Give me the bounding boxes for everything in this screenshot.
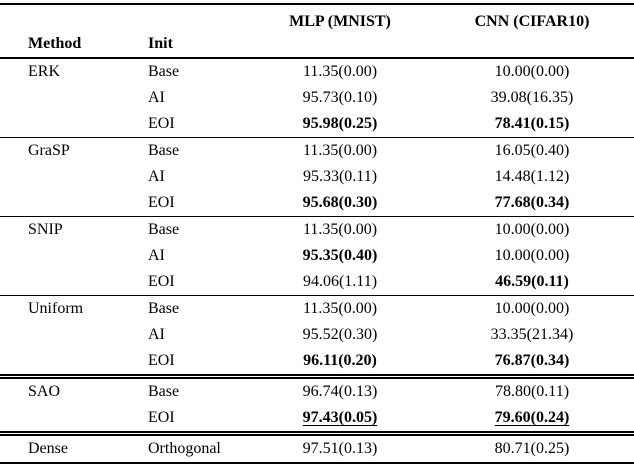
mlp-value: 95.68(0.30)	[302, 194, 378, 211]
table-header: MLP (MNIST) CNN (CIFAR10) Method Init	[0, 4, 634, 58]
group-uniform: Uniform Base 11.35(0.00) 10.00(0.00) AI …	[0, 295, 634, 377]
init-cell: AI	[148, 247, 165, 264]
init-cell: AI	[148, 326, 165, 343]
method-cell	[0, 269, 140, 296]
column-header-method: Method	[28, 35, 82, 52]
method-cell	[0, 111, 140, 138]
init-cell: Base	[148, 142, 180, 159]
cnn-value: 14.48(1.12)	[494, 168, 570, 185]
init-cell: Orthogonal	[148, 440, 221, 457]
cnn-value: 10.00(0.00)	[494, 63, 570, 80]
method-cell	[0, 164, 140, 190]
mlp-value: 11.35(0.00)	[302, 300, 378, 317]
table-row: AI 95.52(0.30) 33.35(21.34)	[0, 322, 634, 348]
cnn-value: 76.87(0.34)	[494, 352, 570, 369]
group-dense: Dense Orthogonal 97.51(0.13) 80.71(0.25)	[0, 433, 634, 464]
method-cell: ERK	[28, 63, 60, 80]
table-row: ERK Base 11.35(0.00) 10.00(0.00)	[0, 58, 634, 85]
group-grasp: GraSP Base 11.35(0.00) 16.05(0.40) AI 95…	[0, 137, 634, 217]
table-row: EOI 94.06(1.11) 46.59(0.11)	[0, 269, 634, 296]
cnn-value: 78.80(0.11)	[494, 383, 570, 400]
init-cell: EOI	[148, 273, 175, 290]
column-header-mlp-mnist: MLP (MNIST)	[289, 13, 391, 30]
init-cell: Base	[148, 300, 180, 317]
table-row: EOI 95.68(0.30) 77.68(0.34)	[0, 190, 634, 217]
init-cell: Base	[148, 63, 180, 80]
header-spacer	[140, 4, 250, 33]
init-cell: AI	[148, 89, 165, 106]
method-cell	[0, 85, 140, 111]
mlp-value: 11.35(0.00)	[302, 221, 378, 238]
table-row: SAO Base 96.74(0.13) 78.80(0.11)	[0, 377, 634, 406]
table-row: GraSP Base 11.35(0.00) 16.05(0.40)	[0, 138, 634, 165]
table-row: Uniform Base 11.35(0.00) 10.00(0.00)	[0, 296, 634, 323]
table-row: EOI 96.11(0.20) 76.87(0.34)	[0, 348, 634, 377]
cnn-value: 39.08(16.35)	[490, 89, 574, 106]
results-table: MLP (MNIST) CNN (CIFAR10) Method Init ER…	[0, 3, 634, 464]
cnn-value: 33.35(21.34)	[490, 326, 574, 343]
column-header-cnn-cifar10: CNN (CIFAR10)	[474, 13, 590, 30]
mlp-value: 97.51(0.13)	[302, 440, 378, 457]
cnn-value: 16.05(0.40)	[494, 142, 570, 159]
header-spacer	[250, 33, 430, 58]
mlp-value: 96.11(0.20)	[303, 352, 377, 369]
init-cell: EOI	[148, 115, 175, 132]
method-cell	[0, 405, 140, 434]
init-cell: EOI	[148, 352, 175, 369]
cnn-value: 80.71(0.25)	[494, 440, 570, 457]
init-cell: EOI	[148, 194, 175, 211]
method-cell: Uniform	[28, 300, 84, 317]
init-cell: AI	[148, 168, 165, 185]
cnn-value: 79.60(0.24)	[494, 409, 570, 426]
table-row: AI 95.35(0.40) 10.00(0.00)	[0, 243, 634, 269]
init-cell: Base	[148, 383, 180, 400]
header-spacer	[0, 4, 140, 33]
column-header-init: Init	[148, 35, 173, 52]
header-spacer	[430, 33, 634, 58]
mlp-value: 96.74(0.13)	[302, 383, 378, 400]
method-cell	[0, 190, 140, 217]
table-row: EOI 95.98(0.25) 78.41(0.15)	[0, 111, 634, 138]
group-snip: SNIP Base 11.35(0.00) 10.00(0.00) AI 95.…	[0, 216, 634, 296]
cnn-value: 10.00(0.00)	[494, 300, 570, 317]
mlp-value: 95.98(0.25)	[302, 115, 378, 132]
init-cell: Base	[148, 221, 180, 238]
cnn-value: 78.41(0.15)	[494, 115, 570, 132]
cnn-value: 10.00(0.00)	[494, 221, 570, 238]
mlp-value: 95.73(0.10)	[302, 89, 378, 106]
group-erk: ERK Base 11.35(0.00) 10.00(0.00) AI 95.7…	[0, 58, 634, 138]
method-cell: SNIP	[28, 221, 63, 238]
mlp-value: 94.06(1.11)	[302, 273, 378, 290]
cnn-value: 77.68(0.34)	[494, 194, 570, 211]
mlp-value: 11.35(0.00)	[302, 63, 378, 80]
group-sao: SAO Base 96.74(0.13) 78.80(0.11) EOI 97.…	[0, 376, 634, 434]
method-cell	[0, 322, 140, 348]
method-cell	[0, 348, 140, 377]
mlp-value: 11.35(0.00)	[302, 142, 378, 159]
table-row: AI 95.73(0.10) 39.08(16.35)	[0, 85, 634, 111]
method-cell	[0, 243, 140, 269]
cnn-value: 46.59(0.11)	[495, 273, 569, 290]
mlp-value: 95.33(0.11)	[302, 168, 378, 185]
table-row: AI 95.33(0.11) 14.48(1.12)	[0, 164, 634, 190]
mlp-value: 95.35(0.40)	[302, 247, 378, 264]
mlp-value: 95.52(0.30)	[302, 326, 378, 343]
method-cell: SAO	[28, 383, 61, 400]
table-row: Dense Orthogonal 97.51(0.13) 80.71(0.25)	[0, 434, 634, 464]
method-cell: GraSP	[28, 142, 70, 159]
method-cell: Dense	[28, 440, 68, 457]
cnn-value: 10.00(0.00)	[494, 247, 570, 264]
table-row: SNIP Base 11.35(0.00) 10.00(0.00)	[0, 217, 634, 244]
mlp-value: 97.43(0.05)	[302, 409, 378, 426]
table-row: EOI 97.43(0.05) 79.60(0.24)	[0, 405, 634, 434]
init-cell: EOI	[148, 409, 175, 426]
